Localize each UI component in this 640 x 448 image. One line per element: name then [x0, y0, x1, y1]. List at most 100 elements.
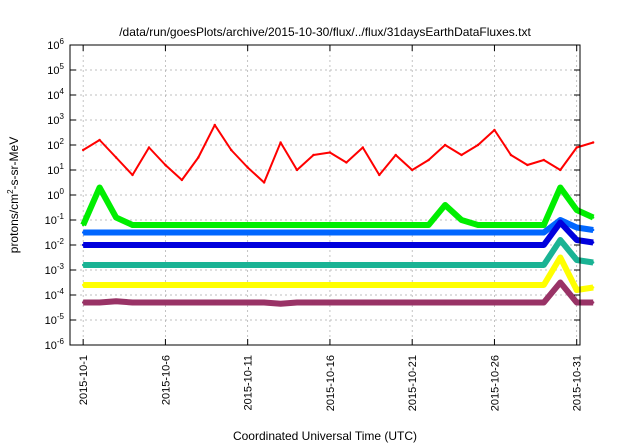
series-point [509, 301, 513, 304]
series-point [542, 301, 546, 304]
series-point [493, 223, 496, 227]
series-point [378, 263, 381, 267]
series-point [575, 146, 578, 149]
series-point [476, 283, 480, 287]
series-point [312, 153, 315, 157]
series-point [197, 263, 200, 267]
series-point [443, 283, 447, 287]
series-point [394, 243, 397, 247]
series-point [81, 283, 85, 287]
series-point [526, 283, 529, 287]
series-point [279, 283, 282, 287]
series-point [328, 231, 332, 234]
series-point [526, 301, 529, 304]
series-point [378, 223, 381, 227]
series-point [378, 231, 381, 234]
series-point [197, 231, 200, 234]
series-point [295, 168, 299, 172]
series-point [180, 243, 184, 247]
series-point [131, 173, 134, 177]
series-point [147, 243, 151, 247]
y-tick-label-exp: 5 [60, 62, 65, 71]
series-point [493, 128, 496, 132]
series-point [197, 156, 200, 159]
series-point [114, 283, 118, 287]
series-point [410, 231, 414, 234]
y-tick-label: 10-1 [45, 212, 65, 227]
series-point [378, 283, 381, 287]
series-point [476, 143, 480, 147]
y-tick-label-exp: 1 [60, 162, 65, 171]
series-point [213, 223, 216, 227]
y-tick-label-exp: -1 [57, 212, 65, 221]
series-point [131, 243, 134, 247]
series-point [131, 223, 134, 227]
series-point [345, 161, 348, 164]
series-point [98, 243, 101, 247]
y-tick-label-exp: -4 [57, 287, 65, 296]
series-point [262, 243, 266, 247]
series-point [476, 301, 480, 304]
series-point [180, 223, 184, 227]
series-point [246, 263, 249, 267]
series-point [312, 243, 315, 247]
series-point [460, 263, 463, 267]
y-tick-label-base: 10 [47, 40, 59, 52]
series-group [80, 123, 595, 307]
y-axis-label-tail: -s-sr-MeV [7, 137, 21, 190]
series-point [476, 223, 480, 227]
series-point [147, 283, 151, 287]
series-point [410, 283, 414, 287]
series-point [591, 141, 595, 144]
y-tick-label-base: 10 [47, 90, 59, 102]
series-point [246, 231, 249, 234]
y-tick-label-exp: -3 [57, 262, 65, 271]
series-point [493, 243, 496, 247]
series-point [147, 231, 151, 234]
series-point [559, 186, 562, 189]
series-point [230, 243, 233, 247]
y-tick-label-base: 10 [47, 65, 59, 77]
x-tick-label: 2015-10-26 [489, 355, 501, 411]
series-point [394, 153, 397, 157]
series-point [361, 301, 365, 304]
y-tick-label-exp: 6 [60, 37, 65, 46]
series-point [147, 223, 151, 227]
y-tick-label-base: 10 [45, 215, 57, 227]
series-point [98, 283, 101, 287]
series-point [230, 148, 233, 152]
series-point [410, 301, 414, 304]
series-point [591, 301, 595, 304]
y-tick-label-base: 10 [45, 315, 57, 327]
series-point [246, 243, 249, 247]
series-point [98, 186, 101, 189]
series-point [114, 231, 118, 234]
series-point [542, 223, 546, 227]
series-line [82, 124, 594, 184]
series-point [575, 258, 578, 262]
series-point [443, 243, 447, 247]
series-point [460, 231, 463, 234]
series-point [345, 231, 348, 234]
series-point [230, 301, 233, 304]
series-point [114, 216, 118, 219]
series-point [213, 123, 216, 127]
x-axis-label: Coordinated Universal Time (UTC) [233, 429, 417, 443]
series-point [262, 283, 266, 287]
y-tick-label-exp: 0 [60, 187, 65, 196]
x-tick-label: 2015-10-1 [78, 355, 90, 405]
y-axis-label-main: protons/cm [7, 194, 21, 253]
series-point [460, 218, 463, 222]
series-point [509, 243, 513, 247]
y-tick-label-exp: -5 [57, 312, 65, 321]
series-point [559, 238, 562, 242]
series-point [164, 231, 167, 234]
series-point [164, 301, 167, 304]
y-tick-label-exp: -6 [57, 337, 65, 346]
series-point [98, 231, 101, 234]
series-point [262, 181, 266, 184]
series-point [279, 141, 282, 144]
series-point [509, 263, 513, 267]
series-point [114, 300, 118, 303]
series-line [83, 219, 594, 248]
